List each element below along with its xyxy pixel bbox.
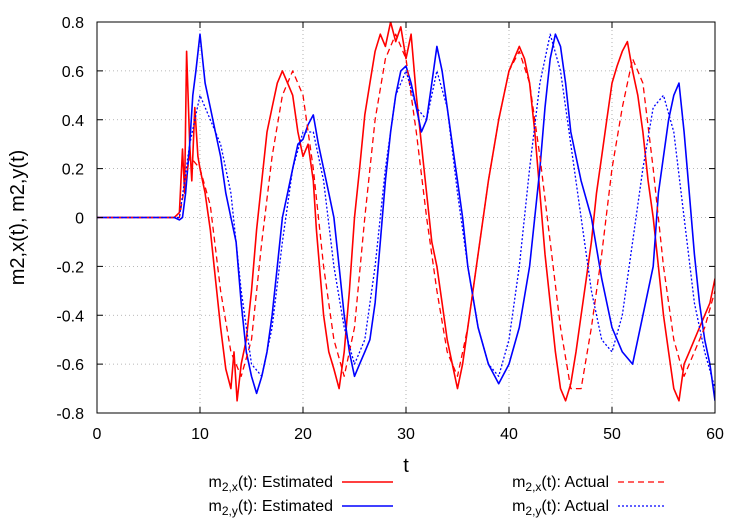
y-tick-label: 0.6 [62, 64, 84, 81]
axis-ticks: 0 10 20 30 40 50 60 -0.8 -0.6 -0.4 -0.2 0 0.2 0.4 0.6 0… [56, 15, 724, 443]
x-tick-label: 20 [294, 426, 312, 443]
x-tick-label: 40 [500, 426, 518, 443]
y-tick-label: 0.2 [62, 162, 84, 179]
x-tick-label: 0 [93, 426, 102, 443]
x-tick-label: 50 [603, 426, 621, 443]
legend: m2,x(t): Estimated m2,y(t): Estimated m2,x… [209, 474, 664, 518]
legend-label-my_act: m2,y(t): Actual [512, 498, 609, 518]
y-tick-label: -0.2 [56, 259, 84, 276]
y-tick-label: -0.8 [56, 406, 84, 423]
y-tick-label: 0 [75, 211, 84, 228]
y-tick-label: 0.4 [62, 113, 84, 130]
x-tick-label: 30 [397, 426, 415, 443]
series-layer [97, 22, 715, 402]
x-tick-label: 10 [191, 426, 209, 443]
x-tick-label: 60 [706, 426, 724, 443]
legend-label-mx_est: m2,x(t): Estimated [209, 474, 333, 494]
series-line-my_act [97, 33, 715, 389]
grid-lines [97, 22, 715, 413]
legend-label-mx_act: m2,x(t): Actual [512, 474, 609, 494]
y-tick-label: -0.4 [56, 308, 84, 325]
legend-label-my_est: m2,y(t): Estimated [209, 498, 333, 518]
series-line-mx_est [97, 22, 715, 402]
y-tick-label: -0.6 [56, 357, 84, 374]
y-tick-label: 0.8 [62, 15, 84, 32]
x-axis-title: t [403, 455, 409, 477]
series-line-mx_act [97, 33, 715, 390]
y-axis-title: m2,x(t), m2,y(t) [7, 150, 29, 286]
